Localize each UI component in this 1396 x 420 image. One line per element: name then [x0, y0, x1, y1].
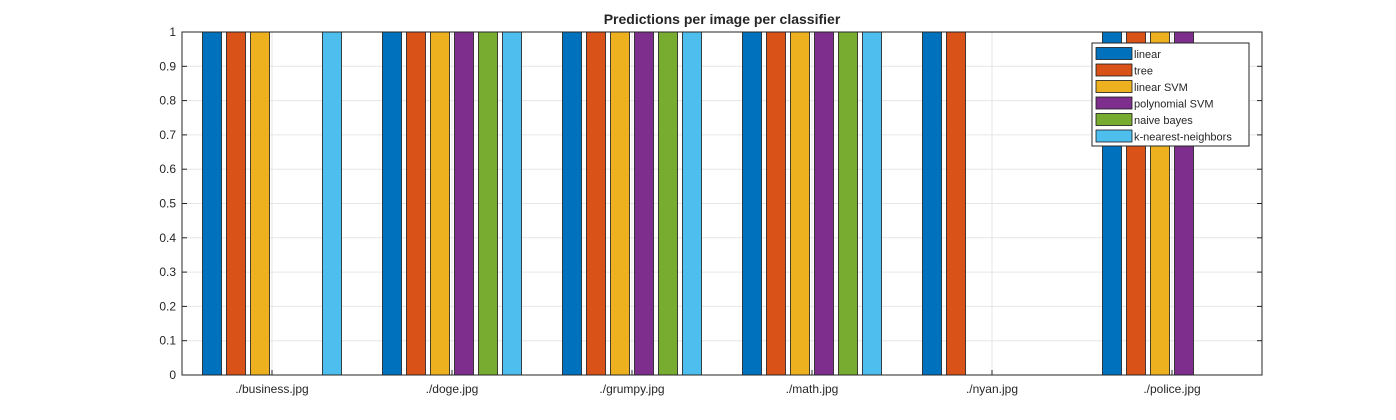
y-tick-label: 0.3: [159, 265, 176, 279]
bar: [682, 31, 702, 376]
bar: [790, 31, 810, 376]
x-tick-label: ./grumpy.jpg: [599, 382, 664, 396]
bar: [250, 31, 270, 376]
bar: [562, 31, 582, 376]
legend-swatch: [1095, 47, 1133, 60]
bar: [610, 31, 630, 376]
bar: [406, 31, 426, 376]
y-tick-label: 0.9: [159, 59, 176, 73]
bar: [742, 31, 762, 376]
x-tick-label: ./police.jpg: [1143, 382, 1200, 396]
bar: [814, 31, 834, 376]
x-tick-label: ./doge.jpg: [426, 382, 479, 396]
legend-label: linear: [1134, 49, 1161, 61]
bar: [322, 31, 342, 376]
bar: [502, 31, 522, 376]
bar: [586, 31, 606, 376]
legend-box: [1091, 42, 1250, 147]
bar: [634, 31, 654, 376]
bar: [946, 31, 966, 376]
bar: [922, 31, 942, 376]
y-tick-label: 0.2: [159, 299, 176, 313]
y-tick-label: 0.1: [159, 334, 176, 348]
legend-swatch: [1095, 113, 1133, 126]
y-tick-label: 0.4: [159, 231, 176, 245]
bar: [766, 31, 786, 376]
legend-swatch: [1095, 129, 1133, 143]
y-tick-label: 0.8: [159, 94, 176, 108]
legend-swatch: [1095, 96, 1133, 110]
legend-label: naive bayes: [1134, 115, 1193, 127]
legend-label: polynomial SVM: [1134, 99, 1213, 111]
x-tick-label: ./math.jpg: [786, 382, 839, 396]
bar: [658, 31, 678, 376]
y-tick-label: 0.5: [159, 197, 176, 211]
bar: [478, 31, 498, 376]
legend-label: k-nearest-neighbors: [1134, 132, 1232, 144]
legend-label: tree: [1134, 66, 1153, 78]
x-tick-label: ./nyan.jpg: [966, 382, 1018, 396]
bar: [862, 31, 882, 376]
bar: [430, 31, 450, 376]
x-tick-label: ./business.jpg: [235, 382, 308, 396]
legend-label: linear SVM: [1134, 82, 1188, 94]
y-tick-label: 1: [169, 25, 176, 39]
bar: [226, 31, 246, 376]
legend-swatch: [1095, 80, 1133, 93]
x-axis: ./business.jpg ./doge.jpg ./grumpy.jpg ./ma…: [235, 370, 1201, 396]
y-tick-label: 0: [169, 368, 176, 382]
bar: [454, 31, 474, 376]
bar: [838, 31, 858, 376]
y-axis: 0 0.1 0.2 0.3 0.4 0.5 0.6 0.7 0.8 0.9 1: [159, 25, 1262, 382]
y-tick-label: 0.6: [159, 162, 176, 176]
legend-swatch: [1095, 63, 1133, 77]
legend: linear tree linear SVM polynomial SVM naive …: [1091, 42, 1250, 147]
y-tick-label: 0.7: [159, 128, 176, 142]
bar: [382, 31, 402, 376]
chart-title: Predictions per image per classifier: [604, 11, 841, 27]
bar: [202, 31, 222, 376]
